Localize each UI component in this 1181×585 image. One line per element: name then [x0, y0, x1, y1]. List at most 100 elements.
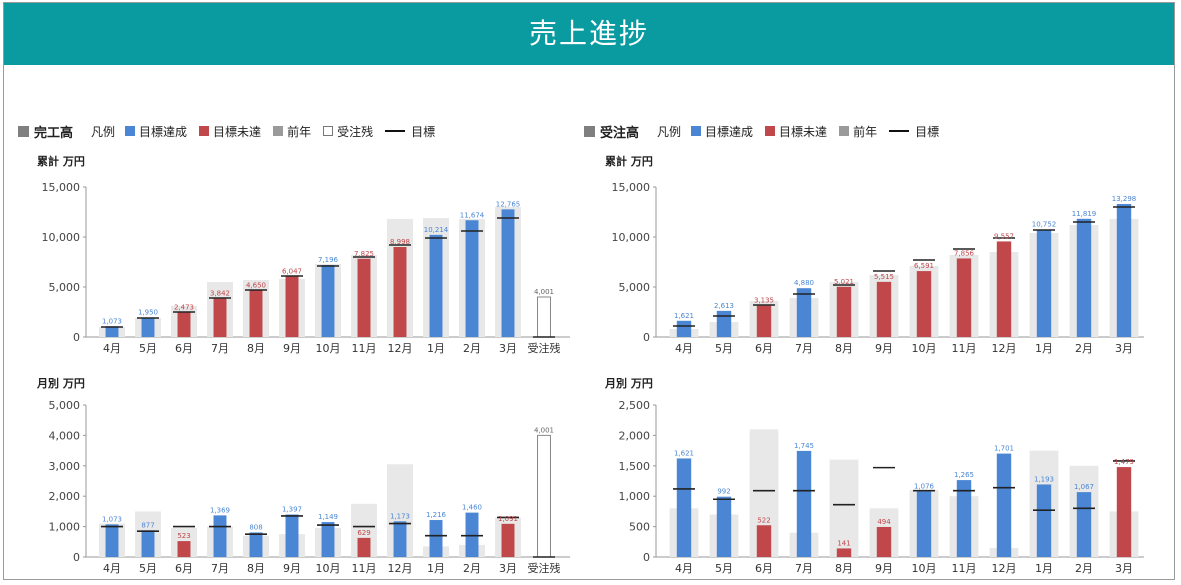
achieved-swatch-icon	[691, 126, 702, 136]
x-tick-label: 5月	[139, 342, 157, 355]
value-bar	[177, 541, 191, 557]
value-bar	[141, 530, 155, 557]
x-tick-label: 2月	[463, 342, 481, 355]
order-cumulative-chart: 0 5,000 10,000 15,000 1,621 4月 2,613 5月 3,135 6月 4…	[612, 181, 1144, 355]
value-bar	[429, 520, 443, 557]
x-tick-label: 12月	[992, 562, 1017, 575]
x-tick-label: 8月	[247, 342, 265, 355]
x-tick-label: 6月	[755, 562, 773, 575]
value-bar	[321, 522, 335, 557]
legend-prev-year: 前年	[273, 123, 311, 140]
x-tick-label: 11月	[352, 342, 377, 355]
data-label: 4,650	[246, 282, 266, 290]
value-bar	[285, 276, 299, 337]
y-tick-label: 0	[643, 331, 650, 344]
x-tick-label: 2月	[463, 562, 481, 575]
legend-backlog: 受注残	[323, 123, 373, 140]
value-bar	[213, 298, 227, 337]
value-bar	[956, 258, 972, 337]
x-tick-label: 4月	[103, 562, 121, 575]
value-bar	[429, 234, 443, 337]
dashboard-frame: 売上進捗 完工高 凡例 目標達成 目標未達 前年 受注残 目標 受注高 凡例 目…	[3, 2, 1175, 580]
value-bar	[1036, 229, 1052, 337]
order-monthly-title: 月別 万円	[605, 377, 653, 390]
prev-year-swatch-icon	[273, 126, 284, 136]
y-tick-label: 15,000	[612, 181, 651, 194]
legend-achieved: 目標達成	[691, 123, 753, 140]
prev-year-swatch-icon	[839, 126, 850, 136]
value-bar	[537, 434, 551, 558]
legend-prev-year: 前年	[839, 123, 877, 140]
value-bar	[465, 512, 479, 557]
data-label: 7,825	[354, 250, 374, 258]
y-tick-label: 15,000	[42, 181, 81, 194]
page-title: 売上進捗	[528, 17, 649, 50]
data-label: 1,073	[102, 515, 122, 523]
order-cumulative-title: 累計 万円	[605, 155, 653, 168]
data-label: 1,216	[426, 511, 447, 519]
legend-backlog-label: 受注残	[337, 124, 374, 139]
x-tick-label: 9月	[875, 562, 893, 575]
x-tick-label: 2月	[1075, 562, 1093, 575]
x-tick-label: 8月	[835, 562, 853, 575]
value-bar	[537, 296, 551, 338]
y-tick-label: 3,000	[49, 460, 81, 473]
data-label: 1,193	[1034, 475, 1054, 483]
data-label: 6,591	[914, 262, 934, 270]
title-banner: 売上進捗	[4, 3, 1174, 65]
x-tick-label: 5月	[715, 342, 733, 355]
data-label: 523	[177, 532, 190, 540]
value-bar	[393, 247, 407, 337]
value-bar	[501, 523, 515, 557]
legend-label: 凡例	[91, 124, 116, 139]
y-tick-label: 1,000	[49, 521, 81, 534]
x-tick-label: 11月	[952, 562, 977, 575]
value-bar	[213, 515, 227, 557]
y-tick-label: 10,000	[612, 231, 651, 244]
section-marker-icon	[584, 125, 595, 137]
x-tick-label: 1月	[1035, 342, 1053, 355]
x-tick-label: 5月	[715, 562, 733, 575]
value-bar	[105, 326, 119, 337]
legend-target-label: 目標	[411, 124, 436, 139]
y-tick-label: 0	[73, 551, 80, 564]
legend-missed: 目標未達	[199, 123, 261, 140]
completion-monthly-title: 月別 万円	[37, 377, 85, 390]
data-label: 10,214	[424, 226, 449, 234]
legend-prev-year-label: 前年	[287, 124, 312, 139]
completion-cumulative-chart: 0 5,000 10,000 15,000 1,073 4月 1,950 5月 2,473 6月 3…	[42, 181, 570, 355]
section-title: 完工高	[34, 125, 74, 141]
value-bar	[836, 286, 852, 337]
data-label: 1,067	[1074, 483, 1094, 491]
legend-target-label: 目標	[915, 124, 940, 139]
data-label: 494	[877, 518, 891, 526]
data-label: 7,196	[318, 256, 339, 264]
value-bar	[1116, 204, 1132, 337]
value-bar	[676, 320, 692, 337]
value-bar	[465, 220, 479, 337]
data-label: 1,950	[138, 309, 158, 317]
legend-achieved: 目標達成	[125, 123, 187, 140]
x-tick-label: 12月	[388, 342, 413, 355]
x-tick-label: 12月	[388, 562, 413, 575]
data-label: 1,073	[102, 317, 122, 325]
data-label: 3,842	[210, 290, 230, 298]
value-bar	[321, 265, 335, 337]
y-tick-label: 10,000	[42, 231, 81, 244]
data-label: 1,369	[210, 506, 230, 514]
x-tick-label: 7月	[211, 562, 229, 575]
x-tick-label: 10月	[912, 342, 937, 355]
data-label: 8,998	[390, 238, 410, 246]
data-label: 2,613	[714, 302, 734, 310]
value-bar	[716, 496, 732, 557]
value-bar	[876, 526, 892, 557]
data-label: 3,135	[754, 297, 774, 305]
data-label: 11,674	[460, 211, 485, 219]
data-label: 1,149	[318, 513, 338, 521]
section-title: 受注高	[600, 125, 640, 141]
x-tick-label: 2月	[1075, 342, 1093, 355]
legend-prev-year-label: 前年	[853, 124, 878, 139]
value-bar	[1036, 484, 1052, 557]
legend-achieved-label: 目標達成	[139, 124, 188, 139]
value-bar	[956, 480, 972, 557]
